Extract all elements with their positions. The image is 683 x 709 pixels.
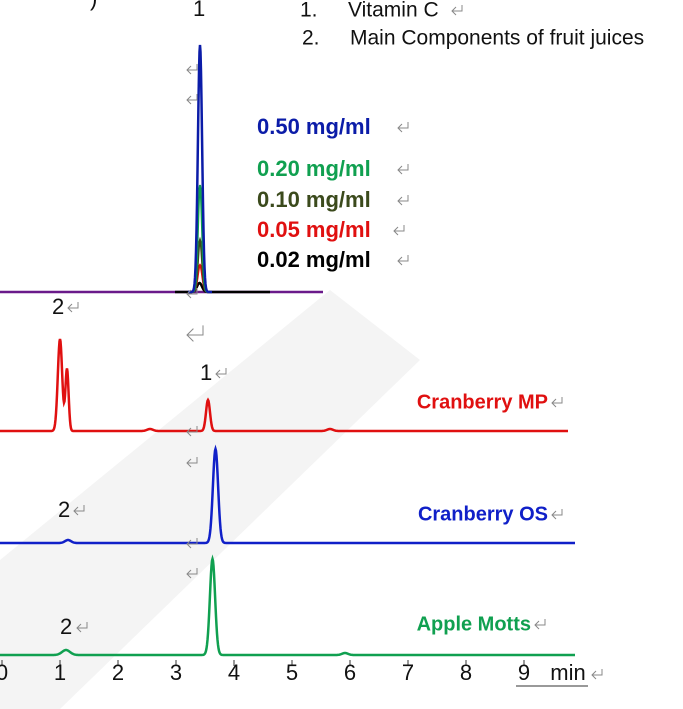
- list-text: Vitamin C: [348, 0, 439, 22]
- x-tick-label: 9: [518, 660, 530, 685]
- return-mark: [186, 64, 198, 75]
- x-tick-label: 3: [170, 660, 182, 685]
- peak-label: 1: [193, 0, 205, 21]
- text-fragment: ): [90, 0, 97, 11]
- return-mark: [186, 457, 198, 468]
- trace: [0, 554, 575, 657]
- sample-label: Cranberry OS: [418, 503, 548, 525]
- list-number: 1.: [300, 0, 318, 22]
- concentration-label: 0.10 mg/ml: [257, 187, 371, 212]
- return-mark: [397, 164, 409, 175]
- x-tick-label: 7: [402, 660, 414, 685]
- trace: [188, 44, 212, 294]
- return-mark: [393, 225, 405, 236]
- peak-label: 1: [200, 360, 212, 385]
- concentration-label: 0.05 mg/ml: [257, 217, 371, 242]
- x-tick-label: 1: [54, 660, 66, 685]
- return-mark: [397, 255, 409, 266]
- peak-label: 2: [58, 497, 70, 522]
- return-mark: [534, 619, 546, 630]
- sample-label: Apple Motts: [417, 613, 531, 635]
- return-mark: [186, 538, 198, 549]
- return-mark: [186, 288, 198, 299]
- x-tick-label: 5: [286, 660, 298, 685]
- return-mark: [186, 568, 198, 579]
- chromatograms: [0, 44, 575, 657]
- x-axis: 0 1 2 3 4 5 6 7 8 9: [0, 660, 530, 685]
- return-mark: [551, 509, 563, 520]
- sample-label: Cranberry MP: [417, 391, 548, 413]
- x-axis-unit: min: [550, 660, 585, 685]
- return-mark: [451, 5, 463, 16]
- return-mark: [73, 505, 85, 516]
- watermark: [0, 290, 420, 709]
- trace: [0, 338, 568, 433]
- concentration-label: 0.20 mg/ml: [257, 156, 371, 181]
- return-mark: [186, 325, 204, 342]
- return-mark: [551, 397, 563, 408]
- return-mark: [76, 622, 88, 633]
- peak-label: 2: [60, 614, 72, 639]
- concentration-label: 0.50 mg/ml: [257, 114, 371, 139]
- list-number: 2.: [302, 27, 320, 50]
- return-mark: [591, 669, 603, 680]
- peak-label: 2: [52, 294, 64, 319]
- return-mark: [397, 122, 409, 133]
- x-tick-label: 6: [344, 660, 356, 685]
- return-marks: [67, 5, 603, 680]
- x-tick-label: 0: [0, 660, 8, 685]
- trace: [0, 444, 575, 545]
- return-mark: [186, 426, 198, 437]
- x-tick-label: 2: [112, 660, 124, 685]
- x-tick-label: 8: [460, 660, 472, 685]
- return-mark: [215, 368, 227, 379]
- trace: [175, 281, 270, 294]
- return-mark: [397, 195, 409, 206]
- concentration-label: 0.02 mg/ml: [257, 247, 371, 272]
- list-text: Main Components of fruit juices: [350, 27, 644, 50]
- x-tick-label: 4: [228, 660, 240, 685]
- return-mark: [67, 302, 79, 313]
- return-mark: [186, 94, 198, 105]
